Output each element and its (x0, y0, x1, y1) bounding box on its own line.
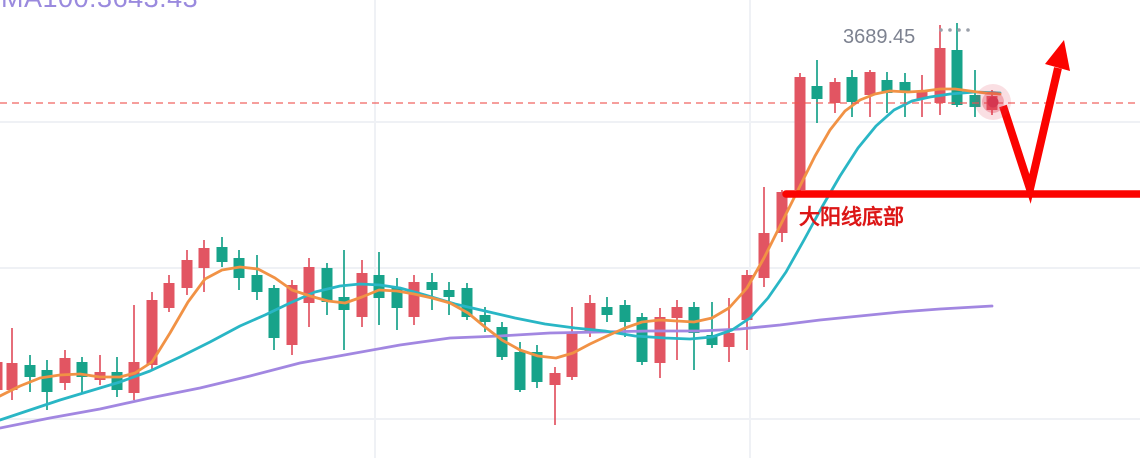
ma100-value-label: MA100:3643.43 (1, 0, 198, 14)
last-price-pulse-dot (975, 84, 1011, 120)
ma-mid-line (0, 90, 1002, 422)
ma100-slow-line (0, 304, 994, 430)
ma-fast-line (0, 87, 1002, 398)
bounce-v-arrow (999, 40, 1070, 204)
high-marker-dots (939, 28, 970, 32)
high-price-label: 3689.45 (843, 26, 916, 48)
annotation-text: 大阳线底部 (799, 205, 904, 229)
